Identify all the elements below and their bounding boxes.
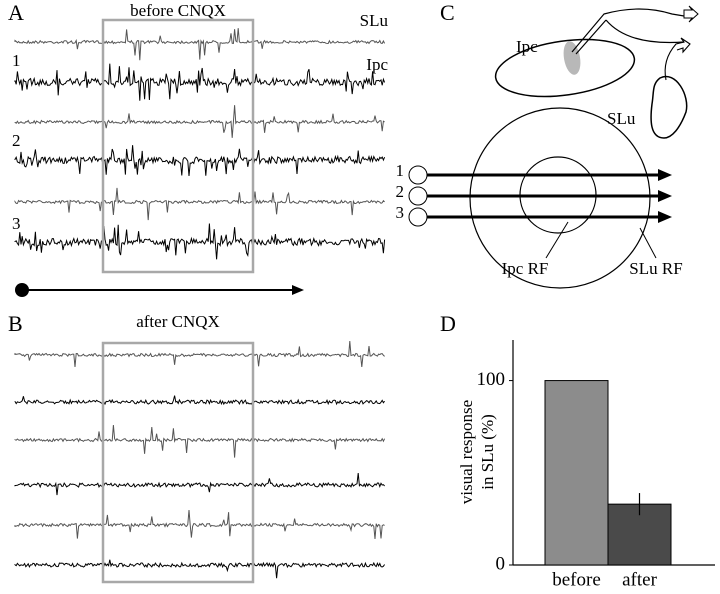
trace xyxy=(14,187,385,221)
trace xyxy=(14,509,385,539)
trace xyxy=(14,559,386,579)
trace xyxy=(14,28,386,61)
panel-label: B xyxy=(8,311,23,336)
panel-label: D xyxy=(440,311,456,336)
panel-label: A xyxy=(8,0,24,25)
panel-title: before CNQX xyxy=(130,1,226,20)
structure-label: Ipc xyxy=(516,37,538,56)
recording-site xyxy=(563,41,581,75)
rf-label: SLu RF xyxy=(629,259,682,278)
stimulus-number: 3 xyxy=(396,203,405,222)
trace xyxy=(14,341,385,368)
trace xyxy=(14,105,385,138)
trace xyxy=(14,424,386,458)
pointer xyxy=(545,221,569,259)
y-tick-label: 0 xyxy=(496,553,506,574)
x-tick-label: after xyxy=(622,569,657,590)
pointer xyxy=(639,227,657,259)
trace xyxy=(14,145,386,176)
stimulus-number: 3 xyxy=(12,214,21,233)
arrowhead xyxy=(292,285,304,295)
trace xyxy=(14,395,385,406)
electrode xyxy=(571,8,685,53)
y-tick-label: 100 xyxy=(477,369,506,390)
bar-chart: 0 100 before after xyxy=(477,340,715,590)
arrowhead xyxy=(658,211,672,223)
electrode xyxy=(605,19,685,44)
trace xyxy=(14,473,385,496)
stimulus-dot xyxy=(408,186,428,206)
window-box xyxy=(101,18,255,274)
stimulus-paths xyxy=(427,173,660,219)
trace xyxy=(14,223,386,260)
stimulus-number: 1 xyxy=(12,51,21,70)
window-box xyxy=(101,341,255,584)
arrowhead xyxy=(658,190,672,202)
arrowhead xyxy=(658,169,672,181)
trace-label: SLu xyxy=(360,11,389,30)
bar xyxy=(544,380,609,566)
structure-label: SLu xyxy=(607,109,636,128)
x-tick-label: before xyxy=(552,569,601,590)
electrode-tip xyxy=(683,5,699,23)
stimulus-number: 2 xyxy=(12,131,21,150)
slu-outline xyxy=(650,75,688,139)
ipc-outline xyxy=(494,38,636,98)
rf-label: Ipc RF xyxy=(502,259,549,278)
y-axis-label: in SLu (%) xyxy=(478,414,497,490)
traces xyxy=(14,28,386,260)
slu-rf xyxy=(469,107,651,289)
y-axis-label: visual response xyxy=(457,400,476,504)
traces xyxy=(14,341,386,579)
electrode xyxy=(664,37,691,81)
panel-label: C xyxy=(440,0,455,25)
trace-label: Ipc xyxy=(366,55,388,74)
electrode xyxy=(575,19,607,55)
stimulus-number: 2 xyxy=(396,182,405,201)
trace xyxy=(14,63,386,101)
stimulus-dot xyxy=(408,165,428,185)
stimulus-number: 1 xyxy=(396,161,405,180)
stimulus-dot xyxy=(408,207,428,227)
panel-title: after CNQX xyxy=(136,312,220,331)
